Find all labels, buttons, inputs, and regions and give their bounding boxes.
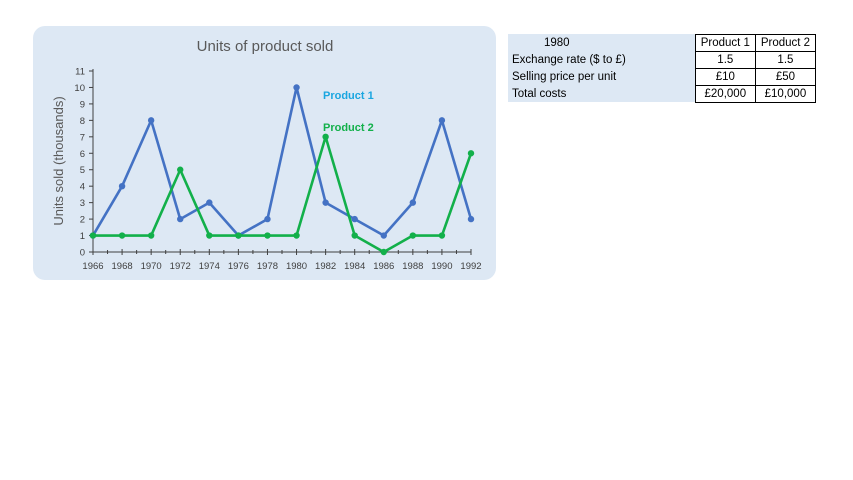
data-point bbox=[467, 215, 475, 223]
data-point bbox=[438, 232, 446, 239]
y-tick-label: 9 bbox=[80, 99, 85, 110]
x-tick-label: 1978 bbox=[257, 261, 278, 272]
line-chart: Units of product sold Units sold (thousa… bbox=[51, 38, 482, 273]
x-tick-label: 1972 bbox=[170, 261, 191, 272]
table-year: 1980 bbox=[544, 36, 570, 49]
series-label: Product 2 bbox=[323, 122, 374, 134]
row-value: 1.5 bbox=[754, 51, 817, 69]
data-point bbox=[147, 117, 155, 124]
y-tick-label: 5 bbox=[80, 165, 85, 176]
data-point bbox=[438, 117, 446, 124]
chart-title: Units of product sold bbox=[197, 38, 334, 55]
x-tick-label: 1970 bbox=[141, 261, 162, 272]
data-point bbox=[118, 182, 126, 190]
data-point bbox=[264, 215, 271, 223]
data-point bbox=[206, 199, 213, 206]
row-label: Exchange rate ($ to £) bbox=[512, 53, 626, 66]
x-tick-label: 1986 bbox=[373, 261, 394, 272]
table-header-product-2: Product 2 bbox=[754, 34, 817, 52]
x-tick-label: 1984 bbox=[344, 261, 365, 272]
x-tick-label: 1992 bbox=[460, 261, 481, 272]
data-point bbox=[264, 232, 271, 239]
x-tick-label: 1974 bbox=[199, 261, 220, 272]
x-tick-label: 1980 bbox=[286, 261, 307, 272]
data-point bbox=[409, 199, 417, 206]
x-tick-label: 1966 bbox=[82, 261, 103, 272]
data-point bbox=[380, 248, 387, 256]
data-point bbox=[293, 84, 300, 91]
data-point bbox=[89, 232, 97, 239]
series-line-1 bbox=[91, 86, 473, 237]
row-label: Total costs bbox=[512, 87, 567, 100]
y-tick-label: 1 bbox=[80, 231, 85, 242]
data-point bbox=[235, 232, 242, 239]
table-header-product-1: Product 1 bbox=[694, 34, 756, 52]
row-value: £10,000 bbox=[754, 85, 817, 103]
chart-panel: Units of product sold Units sold (thousa… bbox=[33, 26, 496, 280]
table-header-row: 1980 Product 1 Product 2 bbox=[508, 34, 817, 52]
row-label: Selling price per unit bbox=[512, 70, 617, 83]
table-row: Total costs £20,000 £10,000 bbox=[508, 85, 817, 103]
y-tick-label: 7 bbox=[80, 132, 85, 143]
y-tick-label: 10 bbox=[74, 83, 85, 94]
row-value: £50 bbox=[754, 68, 817, 86]
data-point bbox=[351, 232, 358, 239]
data-table: 1980 Product 1 Product 2 Exchange rate (… bbox=[508, 34, 817, 103]
data-point bbox=[118, 232, 126, 239]
data-point bbox=[467, 150, 475, 157]
data-point bbox=[409, 232, 417, 239]
y-tick-label: 2 bbox=[80, 215, 85, 226]
table-row: Exchange rate ($ to £) 1.5 1.5 bbox=[508, 51, 817, 69]
data-point bbox=[147, 232, 155, 239]
y-axis-label: Units sold (thousands) bbox=[51, 96, 66, 225]
data-point bbox=[177, 215, 184, 223]
y-tick-label: 8 bbox=[80, 116, 85, 127]
data-point bbox=[206, 232, 213, 239]
data-point bbox=[322, 133, 329, 141]
series-layer: Product 1 Product 2 bbox=[89, 84, 475, 256]
row-value: £20,000 bbox=[694, 85, 756, 103]
data-point bbox=[322, 199, 329, 206]
axes: 0 1 2 3 4 5 6 7 8 9 10 11 1966 1968 1970 1972 1974 1976 19… bbox=[74, 67, 481, 273]
x-tick-label: 1990 bbox=[431, 261, 452, 272]
table-row: Selling price per unit £10 £50 bbox=[508, 68, 817, 86]
y-tick-label: 11 bbox=[75, 67, 85, 78]
y-tick-label: 0 bbox=[80, 248, 85, 259]
data-point bbox=[380, 232, 387, 239]
row-value: £10 bbox=[694, 68, 756, 86]
x-tick-label: 1988 bbox=[402, 261, 423, 272]
data-point bbox=[177, 166, 184, 173]
data-point bbox=[293, 232, 300, 239]
x-tick-label: 1976 bbox=[228, 261, 249, 272]
x-tick-label: 1982 bbox=[315, 261, 336, 272]
row-value: 1.5 bbox=[694, 51, 756, 69]
series-line-2 bbox=[93, 135, 473, 254]
series-label: Product 1 bbox=[323, 90, 374, 102]
data-table-panel: 1980 Product 1 Product 2 Exchange rate (… bbox=[508, 34, 817, 103]
y-tick-label: 3 bbox=[80, 198, 85, 209]
x-tick-label: 1968 bbox=[112, 261, 133, 272]
y-tick-label: 4 bbox=[80, 182, 85, 193]
data-point bbox=[351, 215, 358, 223]
y-tick-label: 6 bbox=[80, 149, 85, 160]
